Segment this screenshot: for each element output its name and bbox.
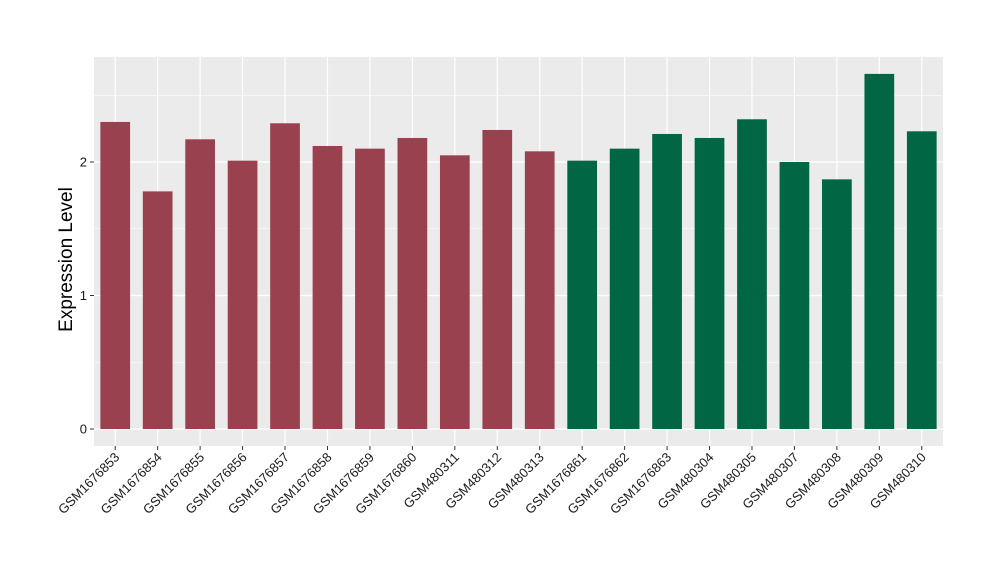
bar-GSM1676862 xyxy=(609,148,640,429)
x-axis: GSM1676853GSM1676854GSM1676855GSM1676856… xyxy=(55,446,929,517)
plot-panel xyxy=(94,57,943,446)
bar-GSM1676860 xyxy=(397,137,428,429)
bar-GSM480311 xyxy=(439,155,470,429)
bar-GSM1676853 xyxy=(100,121,131,429)
bar-GSM480310 xyxy=(906,131,937,430)
bar-GSM1676863 xyxy=(652,133,682,429)
bars xyxy=(100,73,937,430)
bar-GSM1676854 xyxy=(142,191,173,429)
y-tick-label: 2 xyxy=(80,155,87,170)
bar-GSM1676859 xyxy=(355,148,385,429)
bar-GSM1676858 xyxy=(312,145,343,430)
bar-GSM480312 xyxy=(482,129,513,429)
y-tick-label: 1 xyxy=(80,288,87,303)
bar-GSM480307 xyxy=(779,162,810,429)
bar-GSM480305 xyxy=(737,119,767,429)
bar-GSM480304 xyxy=(694,137,725,429)
bar-GSM480309 xyxy=(864,73,895,429)
y-axis-title: Expression Level xyxy=(56,187,77,332)
bar-GSM1676861 xyxy=(567,160,598,430)
bar-GSM1676857 xyxy=(270,123,300,429)
y-axis: 0 1 2 xyxy=(80,155,94,437)
bar-GSM1676855 xyxy=(185,139,215,429)
bar-GSM480313 xyxy=(524,151,555,429)
y-tick-label: 0 xyxy=(80,422,87,437)
bar-GSM480308 xyxy=(822,179,852,429)
bar-GSM1676856 xyxy=(227,160,258,430)
